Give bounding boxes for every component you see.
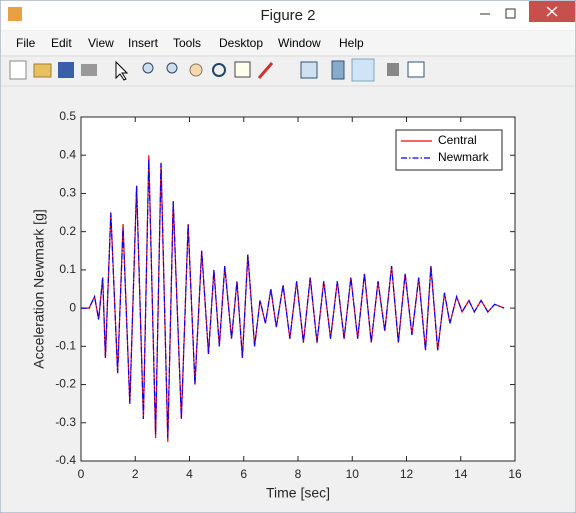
x-tick-label: 8	[295, 467, 302, 481]
x-axis-label: Time [sec]	[266, 485, 330, 501]
zoom-out-button[interactable]	[166, 62, 178, 74]
pan-button[interactable]	[189, 63, 203, 77]
menu-item[interactable]: Help	[339, 36, 364, 50]
save-button[interactable]	[58, 62, 74, 78]
zoom-in-button[interactable]	[142, 62, 154, 74]
menu-item[interactable]: Edit	[51, 36, 72, 50]
menu-item[interactable]: Insert	[128, 36, 159, 50]
legend: Central Newmark	[395, 129, 503, 171]
y-tick-label: -0.4	[55, 453, 76, 467]
print-button[interactable]	[81, 64, 97, 76]
y-tick-label: -0.2	[55, 377, 76, 391]
y-tick-label: -0.1	[55, 339, 76, 353]
menu-item[interactable]: View	[88, 36, 114, 50]
datacursor-button[interactable]	[234, 61, 251, 78]
close-icon	[546, 6, 558, 17]
menu-bar	[1, 31, 575, 55]
x-tick-label: 4	[186, 467, 193, 481]
pointer-button[interactable]	[115, 60, 129, 81]
y-tick-label: -0.3	[55, 415, 76, 429]
y-tick-label: 0	[69, 300, 76, 314]
x-tick-label: 14	[454, 467, 468, 481]
menu-item[interactable]: Tools	[173, 36, 201, 50]
menu-item[interactable]: File	[16, 36, 36, 50]
y-tick-label: 0.2	[59, 224, 76, 238]
x-tick-label: 16	[508, 467, 522, 481]
y-tick-label: 0.4	[59, 147, 76, 161]
legend-label: Newmark	[438, 150, 490, 164]
series-line	[81, 159, 505, 439]
x-tick-label: 12	[400, 467, 414, 481]
x-tick-label: 6	[240, 467, 247, 481]
y-tick-label: 0.1	[59, 262, 76, 276]
maximize-button[interactable]	[505, 8, 516, 19]
legend-label: Central	[438, 133, 477, 147]
brush-button[interactable]	[257, 62, 274, 79]
link-button[interactable]	[300, 61, 318, 79]
show-tools-button[interactable]	[407, 61, 425, 78]
y-axis-label: Acceleration Newmark [g]	[31, 209, 47, 369]
colorbar-button[interactable]	[331, 60, 345, 80]
x-tick-label: 10	[346, 467, 360, 481]
toolbar	[9, 58, 425, 82]
rotate-button[interactable]	[212, 63, 226, 77]
title-bar	[1, 1, 575, 30]
menu-item[interactable]: Window	[278, 36, 321, 50]
legend-box	[395, 129, 503, 171]
legend-button[interactable]	[351, 58, 375, 82]
x-tick-label: 0	[78, 467, 85, 481]
y-tick-label: 0.5	[59, 109, 76, 123]
menu-item[interactable]: Desktop	[219, 36, 263, 50]
hide-tools-button[interactable]	[387, 63, 399, 76]
x-tick-label: 2	[132, 467, 139, 481]
window-title: Figure 2	[260, 7, 315, 24]
app-icon	[8, 7, 22, 21]
new-button[interactable]	[9, 60, 27, 80]
open-button[interactable]	[33, 63, 52, 78]
y-tick-label: 0.3	[59, 186, 76, 200]
